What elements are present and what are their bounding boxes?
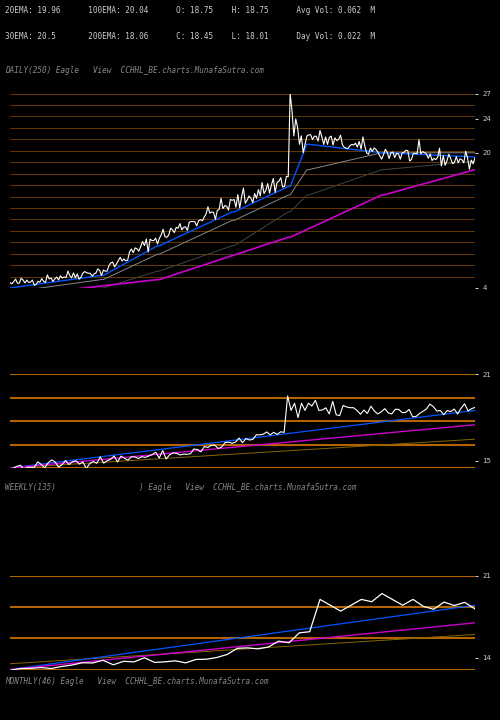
Text: DAILY(250) Eagle   View  CCHHL_BE.charts.MunafaSutra.com: DAILY(250) Eagle View CCHHL_BE.charts.Mu… <box>5 66 264 76</box>
Text: 20EMA: 19.96      100EMA: 20.04      O: 18.75    H: 18.75      Avg Vol: 0.062  M: 20EMA: 19.96 100EMA: 20.04 O: 18.75 H: 1… <box>5 6 375 15</box>
Text: MONTHLY(46) Eagle   View  CCHHL_BE.charts.MunafaSutra.com: MONTHLY(46) Eagle View CCHHL_BE.charts.M… <box>5 677 268 686</box>
Text: 30EMA: 20.5       200EMA: 18.06      C: 18.45    L: 18.01      Day Vol: 0.022  M: 30EMA: 20.5 200EMA: 18.06 C: 18.45 L: 18… <box>5 32 375 41</box>
Text: WEEKLY(135)                  ) Eagle   View  CCHHL_BE.charts.MunafaSutra.com: WEEKLY(135) ) Eagle View CCHHL_BE.charts… <box>5 482 356 492</box>
